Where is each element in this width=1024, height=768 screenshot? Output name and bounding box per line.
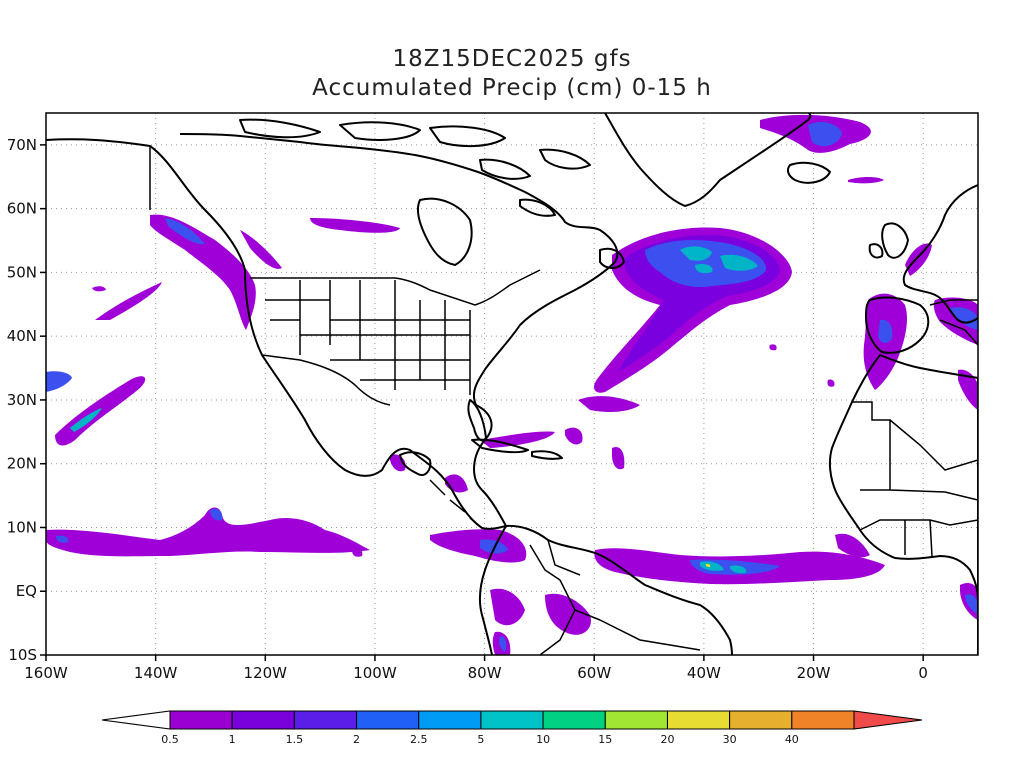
precip-pacific-west-edge <box>46 371 72 392</box>
lat-tick-label: 20N <box>7 455 37 473</box>
lat-tick-label: 70N <box>7 136 37 154</box>
precip-south-america-heavy <box>499 636 507 652</box>
colorbar-label: 10 <box>536 733 550 746</box>
precip-biscay <box>958 369 978 410</box>
coastlines <box>46 113 978 655</box>
colorbar-label: 20 <box>660 733 674 746</box>
latitude-axis: 70N 60N 50N 40N 30N 20N 10N EQ 10S <box>7 136 46 664</box>
precip-canada-band <box>310 218 400 233</box>
lon-tick-label: 140W <box>134 664 178 682</box>
us-state-lines <box>265 280 471 395</box>
colorbar-label: 1.5 <box>286 733 304 746</box>
colorbar-swatch <box>293 710 358 730</box>
colorbar-swatch <box>791 710 855 730</box>
colorbar-label: 5 <box>477 733 484 746</box>
precip-pacific-dot <box>92 286 106 292</box>
coastline-hudson-bay <box>416 197 473 266</box>
colorbar-label: 2.5 <box>410 733 428 746</box>
precip-layer <box>46 114 978 655</box>
lon-tick-label: 120W <box>244 664 288 682</box>
map-frame <box>45 112 979 656</box>
lat-tick-label: 50N <box>7 263 37 281</box>
precip-iberia-heavy <box>878 319 893 344</box>
colorbar-label: 40 <box>785 733 799 746</box>
precip-alaska-coast <box>150 214 256 330</box>
border-central-america <box>429 479 483 529</box>
precip-pacific-stream <box>95 282 162 320</box>
colorbar-label: 30 <box>723 733 737 746</box>
colorbar-swatch <box>666 710 731 730</box>
border-africa <box>852 401 978 557</box>
colorbar: 0.5 1 1.5 2 2.5 5 10 15 20 30 40 <box>101 710 923 746</box>
colorbar-swatch <box>231 710 295 730</box>
lon-tick-label: 40W <box>687 664 721 682</box>
colorbar-swatch <box>604 710 668 730</box>
precip-caribbean <box>390 431 555 493</box>
coastline-british-isles <box>868 222 909 259</box>
precip-gulf-guinea-heavy <box>965 594 978 614</box>
coastline-arctic-islands <box>239 118 591 217</box>
colorbar-label: 2 <box>353 733 360 746</box>
precip-atlantic-subtropical <box>565 396 640 470</box>
colorbar-label: 1 <box>229 733 236 746</box>
precip-west-africa <box>835 533 978 620</box>
lon-tick-label: 80W <box>468 664 502 682</box>
colorbar-label: 0.5 <box>161 733 179 746</box>
border-south-america <box>529 539 701 655</box>
precip-norway <box>905 243 932 276</box>
colorbar-triangle-high <box>853 710 923 730</box>
precip-iceland-heavy <box>808 121 842 147</box>
colorbar-swatch <box>169 710 233 730</box>
precip-itcz-pacific <box>46 507 370 557</box>
precip-alaska-heavy <box>165 218 205 245</box>
precip-south-america <box>490 588 591 655</box>
precip-north-atlantic-core <box>680 246 758 274</box>
precip-bc-inland <box>240 230 282 269</box>
coastline-iceland <box>786 161 831 184</box>
precip-itcz-atlantic-core <box>700 561 747 574</box>
chart-title: 18Z15DEC2025 gfs <box>392 46 632 72</box>
gridlines <box>46 113 978 655</box>
lon-tick-label: 0 <box>918 664 928 682</box>
coastline-iberia <box>865 296 930 354</box>
lat-tick-label: 10N <box>7 518 37 536</box>
coastline-cuba <box>471 438 563 460</box>
border-us-mexico <box>261 354 391 406</box>
lon-tick-label: 60W <box>577 664 611 682</box>
coastline-newfoundland <box>599 247 625 269</box>
precip-greenland-east <box>848 177 884 184</box>
lat-tick-label: 10S <box>8 646 37 664</box>
lat-tick-label: 60N <box>7 200 37 218</box>
colorbar-swatch <box>418 710 482 730</box>
precip-central-america <box>430 529 527 563</box>
border-us-canada <box>250 269 541 306</box>
precip-north-atlantic-heavy <box>645 240 766 288</box>
border-europe <box>929 299 978 346</box>
precip-itcz-atlantic-peak <box>705 563 711 567</box>
lon-tick-label: 160W <box>24 664 68 682</box>
precip-subtropical-pacific-core <box>70 408 102 432</box>
coastline-europe <box>902 184 978 324</box>
chart-subtitle: Accumulated Precip (cm) 0-15 h <box>312 75 712 101</box>
lat-tick-label: EQ <box>16 582 37 600</box>
colorbar-swatch <box>542 710 606 730</box>
lon-tick-label: 100W <box>353 664 397 682</box>
map-area <box>46 113 978 655</box>
colorbar-triangle-low <box>101 710 171 730</box>
coastline-yucatan <box>399 451 432 476</box>
lat-tick-label: 30N <box>7 391 37 409</box>
precip-europe-heavy <box>950 307 978 330</box>
longitude-axis: 160W 140W 120W 100W 80W 60W 40W 20W 0 <box>24 655 928 682</box>
colorbar-label: 15 <box>598 733 612 746</box>
colorbar-swatch <box>356 710 420 730</box>
colorbar-swatch <box>480 710 544 730</box>
lon-tick-label: 20W <box>797 664 831 682</box>
lat-tick-label: 40N <box>7 327 37 345</box>
coastline-greenland <box>604 113 812 207</box>
colorbar-swatch <box>729 710 793 730</box>
borders <box>149 146 978 655</box>
